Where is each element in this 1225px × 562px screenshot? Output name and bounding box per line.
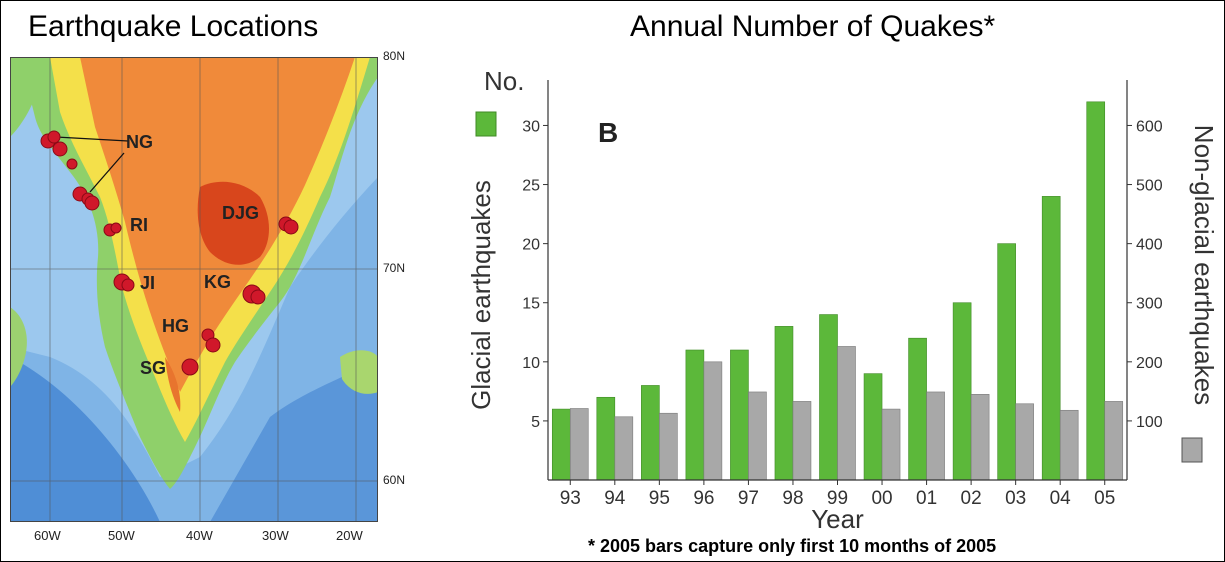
x-tick-label: 04 (1050, 488, 1072, 509)
glacial-bar-97 (730, 349, 749, 481)
region-label-ri: RI (130, 215, 148, 235)
quake-marker (121, 278, 135, 292)
x-tick-label: 95 (649, 488, 670, 509)
nonglacial-bar-97 (748, 391, 767, 481)
y-right-tick-label: 100 (1136, 414, 1163, 431)
region-label-ng: NG (126, 132, 153, 152)
glacial-bar-03 (997, 243, 1016, 481)
y-left-axis-title: Glacial earthquakes (466, 180, 496, 410)
leader-lines (55, 136, 129, 193)
greenland-summit (197, 181, 269, 265)
iceland (340, 350, 378, 394)
y-right-tick-label: 600 (1136, 118, 1163, 135)
quake-marker (84, 195, 100, 211)
nonglacial-bar-98 (792, 401, 812, 481)
nonglacial-bar-95 (659, 412, 678, 481)
nonglacial-bar-00 (881, 408, 901, 481)
map-title: Earthquake Locations (28, 10, 319, 43)
chart-footnote: * 2005 bars capture only first 10 months… (588, 536, 997, 556)
y-right-tick-label: 200 (1136, 355, 1163, 372)
x-tick-label: 00 (871, 488, 892, 509)
lon-label-20w: 20W (336, 528, 363, 543)
greenland-south-ridge (165, 357, 181, 412)
y-left-tick-label: 10 (522, 355, 540, 372)
glacial-bar-02 (952, 302, 972, 481)
region-label-kg: KG (204, 272, 231, 292)
lat-label-60n: 60N (383, 473, 406, 487)
lat-label-70n: 70N (383, 261, 406, 275)
glacial-bar-96 (685, 349, 705, 481)
y-left-tick-label: 25 (522, 178, 540, 195)
glacial-bar-94 (596, 396, 616, 481)
y-left-tick-label: 5 (531, 414, 540, 431)
x-tick-label: 99 (827, 488, 848, 509)
quake-marker (283, 219, 299, 235)
panel-label: B (598, 117, 618, 148)
x-tick-label: 98 (782, 488, 803, 509)
x-tick-label: 97 (738, 488, 759, 509)
x-tick-label: 96 (693, 488, 714, 509)
quake-markers (40, 130, 299, 376)
y-right-tick-label: 300 (1136, 296, 1163, 313)
x-tick-label: 03 (1005, 488, 1026, 509)
chart-title: Annual Number of Quakes* (630, 10, 996, 43)
y-right-tick-label: 500 (1136, 178, 1163, 195)
lon-label-50w: 50W (108, 528, 135, 543)
greenland-map (10, 57, 378, 522)
nonglacial-bar-96 (703, 361, 723, 481)
quake-marker (52, 141, 68, 157)
nonglacial-bar-93 (569, 408, 589, 481)
y-left-unit-label: No. (484, 66, 524, 96)
glacial-bar-99 (819, 314, 838, 481)
x-tick-label: 02 (961, 488, 982, 509)
lon-label-60w: 60W (34, 528, 61, 543)
quake-marker (250, 289, 266, 305)
legend-swatch-glacial (475, 111, 497, 137)
y-left-tick-label: 20 (522, 237, 540, 254)
nonglacial-bar-94 (614, 416, 634, 481)
y-left-tick-label: 30 (522, 118, 540, 135)
quake-marker (66, 158, 78, 170)
glacial-bar-01 (908, 337, 927, 481)
x-tick-label: 05 (1094, 488, 1115, 509)
y-left-tick-label: 15 (522, 296, 540, 313)
glacial-bar-93 (551, 408, 571, 481)
region-label-ji: JI (140, 273, 156, 293)
glacial-bar-00 (863, 373, 883, 481)
quake-marker (205, 337, 221, 353)
y-right-axis-title: Non-glacial earthquakes (1189, 125, 1219, 405)
lon-label-30w: 30W (262, 528, 289, 543)
nonglacial-bar-99 (837, 346, 856, 481)
y-right-tick-label: 400 (1136, 237, 1163, 254)
nonglacial-bar-01 (926, 391, 945, 481)
region-label-djg: DJG (222, 203, 260, 223)
lat-label-80n: 80N (383, 49, 406, 63)
legend-swatch-nonglacial (1181, 437, 1203, 463)
lon-label-40w: 40W (186, 528, 213, 543)
x-tick-label: 93 (560, 488, 581, 509)
nonglacial-bar-02 (970, 394, 990, 481)
x-tick-label: 01 (916, 488, 937, 509)
glacial-bar-98 (774, 326, 794, 481)
annual-quakes-chart: 93 94 95 96 97 98 99 00 01 02 03 04 05 5 10 15 20 25 30 100… (466, 66, 1219, 534)
glacial-bar-05 (1086, 101, 1106, 481)
glacial-bar-04 (1041, 196, 1061, 481)
nonglacial-bar-05 (1104, 401, 1124, 481)
region-label-hg: HG (162, 316, 189, 336)
baffin (10, 307, 27, 387)
quake-marker (47, 130, 61, 144)
x-axis-title: Year (811, 504, 864, 534)
quake-marker (181, 358, 199, 376)
x-tick-label: 94 (604, 488, 626, 509)
nonglacial-bar-03 (1015, 403, 1034, 481)
region-label-sg: SG (140, 358, 167, 378)
glacial-bar-95 (641, 385, 660, 481)
nonglacial-bar-04 (1059, 409, 1079, 481)
quake-marker (110, 222, 122, 234)
ellesmere (10, 57, 50, 137)
